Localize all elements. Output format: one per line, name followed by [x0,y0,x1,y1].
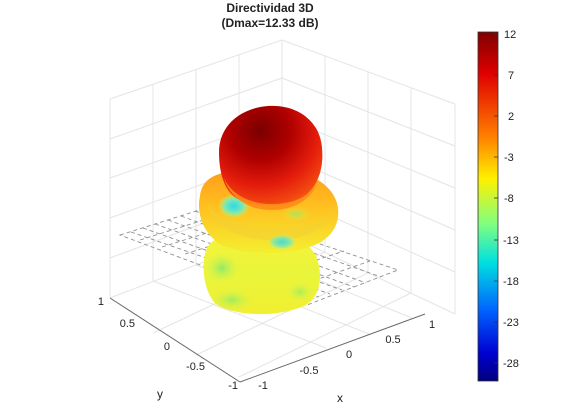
colorbar-tick-label: -28 [503,358,519,370]
lower-lobe-green-patch-2 [210,288,254,312]
colorbar: 12 7 2 -3 -8 -13 -18 -23 -28 [477,29,519,382]
colorbar-tick-label: 2 [508,111,514,123]
chart-subtitle: (Dmax=12.33 dB) [221,16,318,30]
x-tick-label: 0 [346,349,352,361]
ring-green-patch [282,207,310,221]
colorbar-tick-label: -23 [503,317,519,329]
x-axis-ticks: -1 -0.5 0 0.5 1 [258,319,435,392]
colorbar-tick-label: -8 [504,193,514,205]
lower-lobe-green-patch-3 [286,282,314,302]
chart-title: Directividad 3D [226,1,314,15]
y-axis-ticks: 1 0.5 0 -0.5 -1 [98,296,238,392]
main-lobe [219,105,323,206]
directivity-surface [198,105,339,315]
x-tick-label: 0.5 [385,334,400,346]
colorbar-tick-label: 12 [504,29,516,41]
x-axis-label: x [337,391,343,405]
y-tick-label: 0 [164,341,170,353]
y-tick-label: -1 [228,380,238,392]
y-tick-label: 0.5 [120,318,135,330]
x-tick-label: 1 [429,319,435,331]
y-tick-label: -0.5 [186,361,205,373]
x-tick-label: -1 [258,380,268,392]
colorbar-tick-label: -3 [504,152,514,164]
colorbar-tick-label: -13 [503,235,519,247]
lower-lobe-green-patch [204,252,240,284]
colorbar-tick-label: 7 [508,70,514,82]
y-axis-label: y [157,387,163,401]
main-lobe-bottom-orange [224,178,318,210]
colorbar-gradient [477,31,499,382]
ring-cyan-patch-2 [267,234,297,250]
y-tick-label: 1 [98,296,104,308]
ring-shadow-band [206,200,334,241]
front-axis-edges [109,297,426,383]
x-tick-label: -0.5 [300,365,319,377]
colorbar-tick-label: -18 [503,276,519,288]
